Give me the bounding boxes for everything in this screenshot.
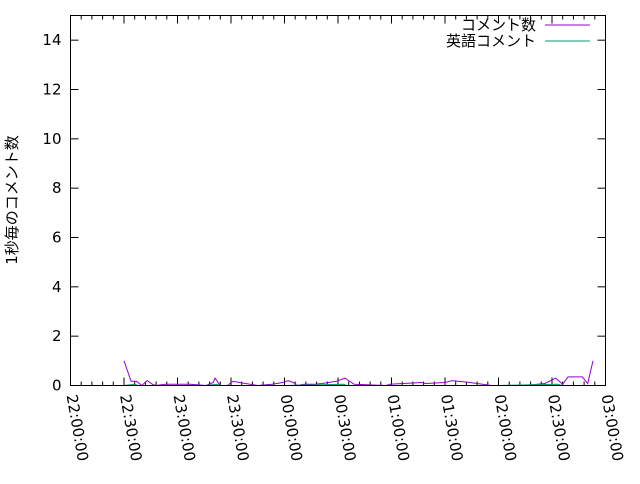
y-axis-label: 1秒毎のコメント数 <box>3 135 21 265</box>
plot-border <box>70 15 606 386</box>
x-tick-label: 22:00:00 <box>63 393 92 462</box>
y-tick-label: 14 <box>42 31 61 49</box>
y-tick-label: 4 <box>52 278 62 296</box>
x-tick-label: 23:30:00 <box>223 393 252 462</box>
series-line-0 <box>123 360 594 387</box>
legend-label: 英語コメント <box>446 32 536 50</box>
y-tick-label: 0 <box>52 377 62 395</box>
y-tick-label: 6 <box>52 229 62 247</box>
x-tick-label: 01:30:00 <box>437 393 466 462</box>
y-tick-label: 12 <box>42 81 61 99</box>
series-layer <box>123 360 594 387</box>
x-tick-label: 22:30:00 <box>116 393 145 462</box>
x-tick-label: 03:00:00 <box>598 393 627 462</box>
x-tick-label: 01:00:00 <box>384 393 413 462</box>
x-tick-label: 00:30:00 <box>330 393 359 462</box>
x-tick-label: 02:00:00 <box>491 393 520 462</box>
legend-label: コメント数 <box>461 16 536 34</box>
y-tick-label: 10 <box>42 130 61 148</box>
x-tick-label: 23:00:00 <box>170 393 199 462</box>
y-tick-label: 8 <box>52 179 62 197</box>
y-tick-label: 2 <box>52 327 62 345</box>
x-tick-label: 02:30:00 <box>544 393 573 462</box>
x-tick-label: 00:00:00 <box>277 393 306 462</box>
axes: 0 2 4 6 8 10 12 14 22:00:00 22:30:00 23:00:00 23:30… <box>42 15 627 463</box>
